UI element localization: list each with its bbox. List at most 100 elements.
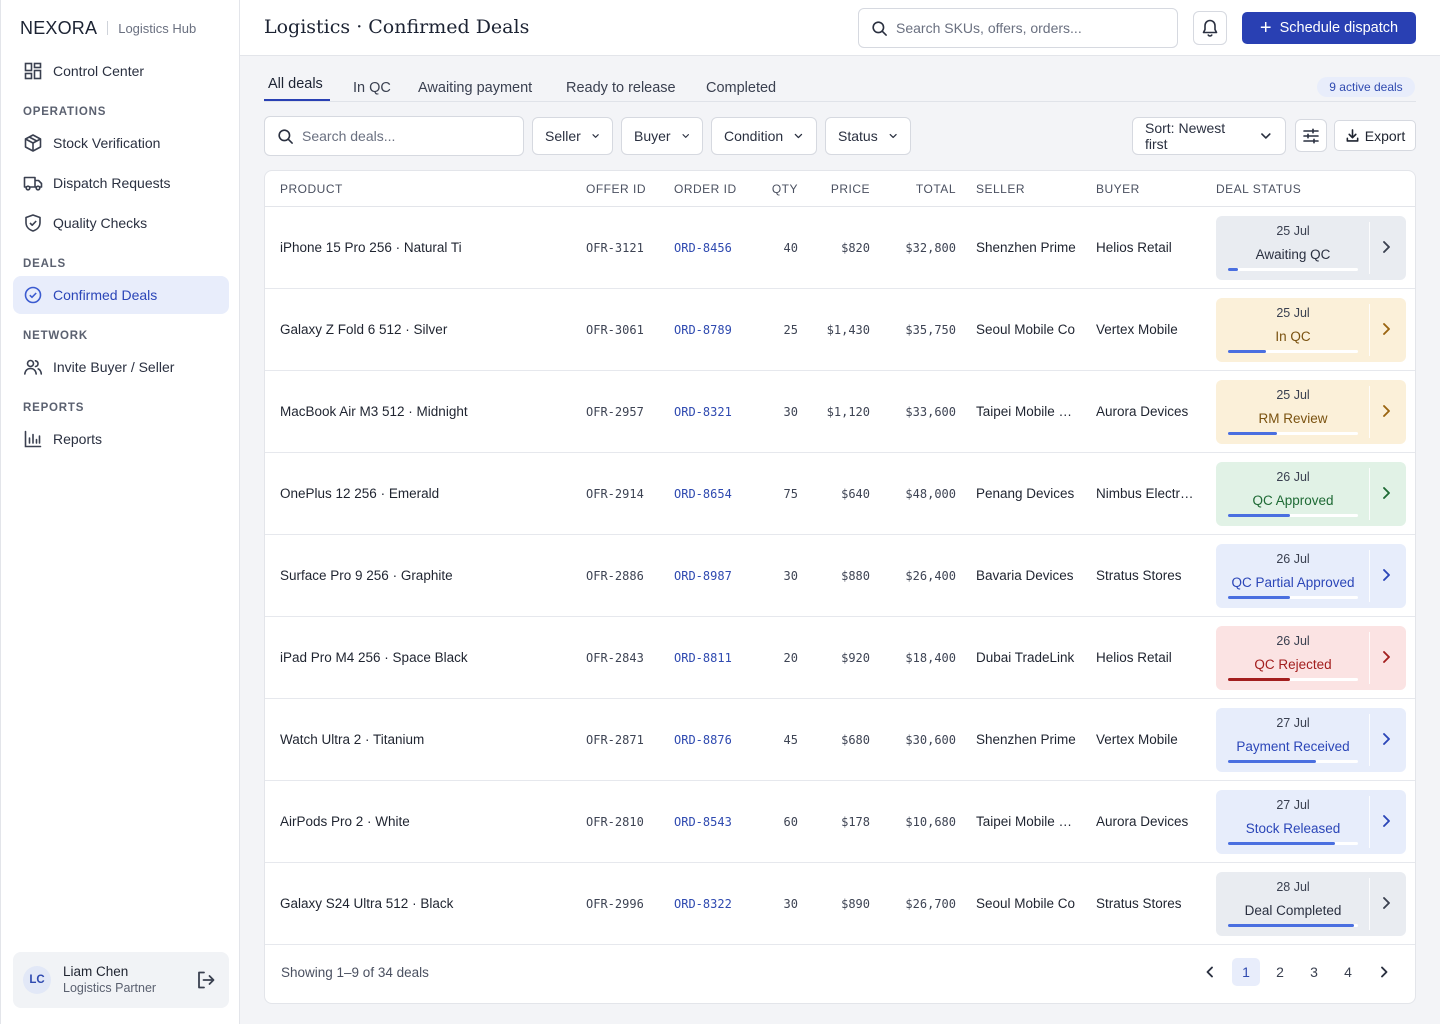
dashboard-icon [24, 62, 42, 80]
user-role: Logistics Partner [63, 981, 157, 995]
chevron-right-icon[interactable] [1378, 813, 1394, 829]
sidebar-item-control-center[interactable]: Control Center [13, 52, 229, 90]
user-card: LC Liam Chen Logistics Partner [13, 952, 229, 1008]
sidebar-item-quality-checks[interactable]: Quality Checks [13, 204, 229, 242]
deal-status-card[interactable]: 28 Jul Deal Completed [1216, 872, 1406, 936]
plus-icon: + [1259, 17, 1272, 39]
table-row[interactable]: Surface Pro 9 256 · Graphite OFR-2886 ORD-… [265, 535, 1415, 617]
deal-status-card[interactable]: 26 Jul QC Approved [1216, 462, 1406, 526]
status-date: 26 Jul [1276, 552, 1310, 566]
order-id-link[interactable]: ORD-8811 [674, 651, 732, 665]
table-row[interactable]: AirPods Pro 2 · White OFR-2810 ORD-8543 60 $… [265, 781, 1415, 863]
column-header-total[interactable]: TOTAL [915, 182, 956, 196]
offer-id-cell: OFR-2914 [586, 487, 644, 501]
chevron-right-icon[interactable] [1378, 567, 1394, 583]
order-id-link[interactable]: ORD-8987 [674, 569, 732, 583]
table-row[interactable]: Galaxy S24 Ultra 512 · Black OFR-2996 ORD-… [265, 863, 1415, 945]
sidebar-item-dispatch-requests[interactable]: Dispatch Requests [13, 164, 229, 202]
page-4-button[interactable]: 4 [1344, 964, 1352, 980]
next-page-button[interactable] [1370, 958, 1398, 986]
schedule-dispatch-button[interactable]: + Schedule dispatch [1242, 12, 1416, 44]
price-cell: $920 [841, 651, 870, 665]
table-row[interactable]: iPhone 15 Pro 256 · Natural Ti OFR-3121 OR… [265, 207, 1415, 289]
buyer-cell: Aurora Devices [1096, 404, 1189, 419]
bell-icon [1202, 19, 1218, 37]
sidebar-item-confirmed-deals[interactable]: Confirmed Deals [13, 276, 229, 314]
chevron-right-icon[interactable] [1378, 239, 1394, 255]
column-settings-button[interactable] [1295, 119, 1327, 152]
notifications-button[interactable] [1193, 11, 1227, 45]
column-header-deal-status[interactable]: DEAL STATUS [1216, 182, 1302, 196]
table-row[interactable]: Galaxy Z Fold 6 512 · Silver OFR-3061 ORD-… [265, 289, 1415, 371]
page-1-button[interactable]: 1 [1232, 958, 1260, 986]
sidebar-item-stock-verification[interactable]: Stock Verification [13, 124, 229, 162]
tab-completed[interactable]: Completed [706, 80, 777, 96]
deal-search[interactable] [264, 116, 524, 156]
table-row[interactable]: OnePlus 12 256 · Emerald OFR-2914 ORD-8654… [265, 453, 1415, 535]
chevron-down-icon [682, 134, 689, 138]
status-filter[interactable]: Status [825, 117, 911, 155]
product-cell: AirPods Pro 2 · White [280, 814, 410, 829]
column-header-seller[interactable]: SELLER [976, 182, 1026, 196]
status-date: 25 Jul [1276, 306, 1310, 320]
deal-status-card[interactable]: 27 Jul Payment Received [1216, 708, 1406, 772]
seller-filter[interactable]: Seller [532, 117, 613, 155]
order-id-link[interactable]: ORD-8322 [674, 897, 732, 911]
order-id-link[interactable]: ORD-8321 [674, 405, 732, 419]
column-header-product[interactable]: PRODUCT [280, 182, 343, 196]
deal-status-card[interactable]: 26 Jul QC Partial Approved [1216, 544, 1406, 608]
column-header-qty[interactable]: QTY [771, 182, 798, 196]
order-id-link[interactable]: ORD-8543 [674, 815, 732, 829]
status-date: 27 Jul [1276, 798, 1310, 812]
column-header-buyer[interactable]: BUYER [1096, 182, 1140, 196]
chevron-right-icon[interactable] [1378, 403, 1394, 419]
chevron-right-icon[interactable] [1378, 731, 1394, 747]
tab-all-deals[interactable]: All deals [268, 76, 323, 92]
deal-status-card[interactable]: 26 Jul QC Rejected [1216, 626, 1406, 690]
status-label: QC Partial Approved [1231, 575, 1355, 590]
sort-dropdown[interactable]: Sort: Newest first [1132, 117, 1286, 155]
tabs-divider [264, 101, 1416, 102]
table-row[interactable]: iPad Pro M4 256 · Space Black OFR-2843 ORD… [265, 617, 1415, 699]
chevron-right-icon[interactable] [1378, 485, 1394, 501]
tab-in-qc[interactable]: In QC [353, 80, 391, 96]
deal-status-card[interactable]: 27 Jul Stock Released [1216, 790, 1406, 854]
top-header: Logistics · Confirmed Deals + Schedule d… [240, 0, 1440, 56]
order-id-link[interactable]: ORD-8456 [674, 241, 732, 255]
global-search[interactable] [858, 8, 1178, 48]
deal-status-card[interactable]: 25 Jul Awaiting QC [1216, 216, 1406, 280]
table-row[interactable]: Watch Ultra 2 · Titanium OFR-2871 ORD-8876… [265, 699, 1415, 781]
order-id-link[interactable]: ORD-8789 [674, 323, 732, 337]
deal-status-card[interactable]: 25 Jul RM Review [1216, 380, 1406, 444]
status-progress-fill [1228, 514, 1290, 517]
order-id-link[interactable]: ORD-8654 [674, 487, 732, 501]
global-search-input[interactable] [896, 20, 1166, 36]
deal-status-card[interactable]: 25 Jul In QC [1216, 298, 1406, 362]
export-button[interactable]: Export [1334, 120, 1416, 151]
column-header-offer-id[interactable]: OFFER ID [586, 182, 646, 196]
column-header-order-id[interactable]: ORDER ID [674, 182, 737, 196]
column-header-price[interactable]: PRICE [830, 182, 870, 196]
seller-cell: Taipei Mobile Hub [976, 814, 1080, 829]
sidebar-item-invite[interactable]: Invite Buyer / Seller [13, 348, 229, 386]
brand-subtitle: Logistics Hub [118, 20, 197, 36]
buyer-filter[interactable]: Buyer [621, 117, 703, 155]
tab-awaiting-payment[interactable]: Awaiting payment [418, 80, 533, 96]
chevron-right-icon[interactable] [1378, 321, 1394, 337]
previous-page-button[interactable] [1196, 958, 1224, 986]
chevron-right-icon[interactable] [1378, 649, 1394, 665]
price-cell: $890 [841, 897, 870, 911]
status-divider [1369, 878, 1370, 930]
status-progress-track [1228, 514, 1358, 517]
page-3-button[interactable]: 3 [1310, 964, 1318, 980]
deal-search-input[interactable] [302, 128, 512, 144]
sidebar-item-reports[interactable]: Reports [13, 420, 229, 458]
page-2-button[interactable]: 2 [1276, 964, 1284, 980]
table-row[interactable]: MacBook Air M3 512 · Midnight OFR-2957 ORD… [265, 371, 1415, 453]
chevron-right-icon[interactable] [1378, 895, 1394, 911]
status-divider [1369, 632, 1370, 684]
tab-ready-to-release[interactable]: Ready to release [566, 80, 676, 96]
order-id-link[interactable]: ORD-8876 [674, 733, 732, 747]
condition-filter[interactable]: Condition [711, 117, 817, 155]
logout-icon[interactable] [195, 969, 217, 991]
